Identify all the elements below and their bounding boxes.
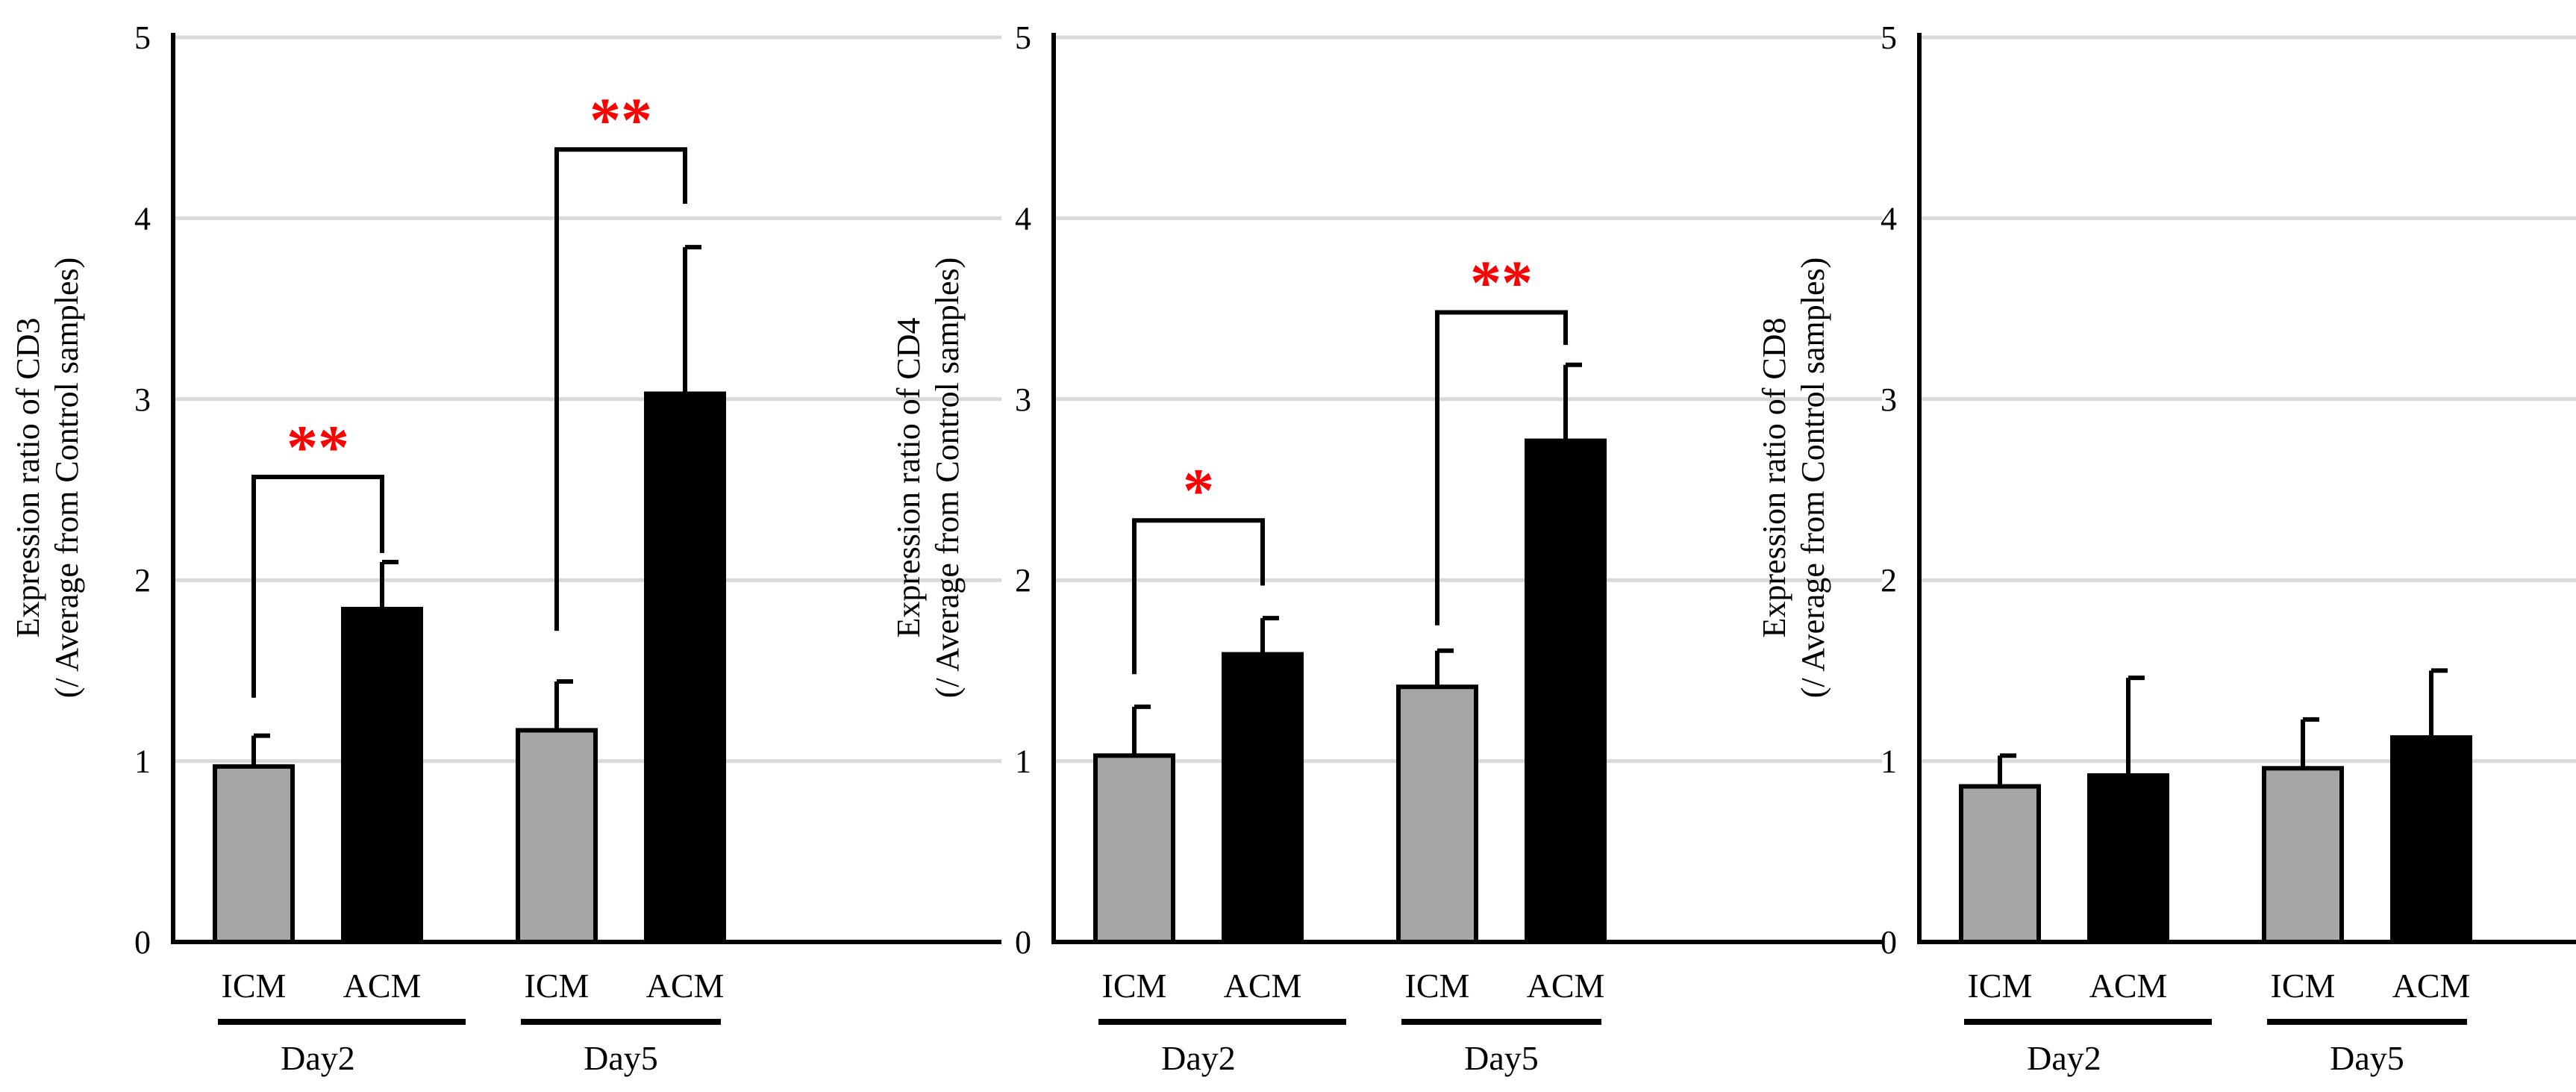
cd4-chart-panel: Expression ratio of CD4 (/ Average from … <box>890 19 1882 1077</box>
cd3-ytick-label: 3 <box>134 381 151 418</box>
cd3-ylabel-line1: Expression ratio of CD3 <box>10 318 46 638</box>
cd8-ylabel-line2: (/ Average from Control samples) <box>1795 258 1831 699</box>
cd4-ytick-label: 0 <box>1015 924 1031 961</box>
cd4-group-day2: Day2 <box>1161 1039 1236 1077</box>
cd8-xcat-3: ICM <box>2271 967 2336 1005</box>
cd8-xcat-2: ACM <box>2089 967 2168 1005</box>
cd4-bar-acm <box>1222 652 1304 944</box>
cd3-ytick-label: 5 <box>134 19 151 56</box>
cd4-group-day5: Day5 <box>1464 1039 1539 1077</box>
cd8-bar-acm <box>2390 735 2472 944</box>
cd8-xcat-4: ACM <box>2392 967 2471 1005</box>
cd3-xcat-2: ACM <box>343 967 422 1005</box>
cd3-ytick-label: 4 <box>134 200 151 237</box>
cd3-bar-icm <box>213 764 295 944</box>
cd8-ytick-label: 2 <box>1881 562 1897 599</box>
cd3-xcat-1: ICM <box>222 967 287 1005</box>
cd8-bar-icm <box>2262 766 2344 945</box>
cd4-bar-icm <box>1396 684 1478 944</box>
cd8-ytick-label: 5 <box>1881 19 1897 56</box>
cd8-group-day2: Day2 <box>2027 1039 2101 1077</box>
cd3-ytick-label: 1 <box>134 743 151 780</box>
cd4-xcat-2: ACM <box>1224 967 1302 1005</box>
cd8-bar-icm <box>1959 784 2041 945</box>
cd4-ytick-label: 1 <box>1015 743 1031 780</box>
cd3-ylabel-line2: (/ Average from Control samples) <box>49 258 85 699</box>
cd8-ytick-label: 3 <box>1881 381 1897 418</box>
cd4-ylabel-line1: Expression ratio of CD4 <box>890 318 927 638</box>
cd4-ytick-label: 4 <box>1015 200 1031 237</box>
cd8-xcat-1: ICM <box>1968 967 2033 1005</box>
cd8-ytick-label: 1 <box>1881 743 1897 780</box>
cd4-significance-label: ** <box>1470 248 1533 317</box>
cd3-xcat-3: ICM <box>525 967 590 1005</box>
cd4-bar-icm <box>1093 753 1175 944</box>
cd8-ytick-label: 4 <box>1881 200 1897 237</box>
cd3-group-day2: Day2 <box>281 1039 355 1077</box>
cd4-significance-label: * <box>1183 456 1214 525</box>
cd4-bar-acm <box>1525 438 1607 944</box>
cd8-group-day5: Day5 <box>2330 1039 2404 1077</box>
cd3-xcat-4: ACM <box>646 967 725 1005</box>
cd8-ytick-label: 0 <box>1881 924 1897 961</box>
cd3-chart-panel: Expression ratio of CD3 (/ Average from … <box>10 19 1001 1077</box>
cd8-ylabel-line1: Expression ratio of CD8 <box>1756 318 1792 638</box>
cd4-ylabel-line2: (/ Average from Control samples) <box>929 258 966 699</box>
cd3-ytick-label: 0 <box>134 924 151 961</box>
cd4-significance-bracket <box>1435 310 1568 625</box>
cd3-bar-acm <box>644 391 726 944</box>
cd4-xcat-4: ACM <box>1527 967 1605 1005</box>
cd8-chart-panel: Expression ratio of CD8 (/ Average from … <box>1756 19 2576 1077</box>
cd4-xcat-1: ICM <box>1102 967 1167 1005</box>
cd4-ytick-label: 5 <box>1015 19 1031 56</box>
cd4-ytick-label: 3 <box>1015 381 1031 418</box>
cd3-bar-acm <box>341 606 423 944</box>
cd3-significance-bracket <box>251 475 384 698</box>
cd3-ytick-label: 2 <box>134 562 151 599</box>
cd4-ytick-label: 2 <box>1015 562 1031 599</box>
cd3-significance-label: ** <box>590 85 652 155</box>
cd3-group-day5: Day5 <box>584 1039 658 1077</box>
cd3-bar-icm <box>516 728 598 945</box>
cd4-xcat-3: ICM <box>1405 967 1470 1005</box>
cd3-significance-label: ** <box>287 413 349 482</box>
cd3-significance-bracket <box>554 147 687 631</box>
cd8-bar-acm <box>2087 773 2169 944</box>
cd4-significance-bracket <box>1132 518 1265 675</box>
